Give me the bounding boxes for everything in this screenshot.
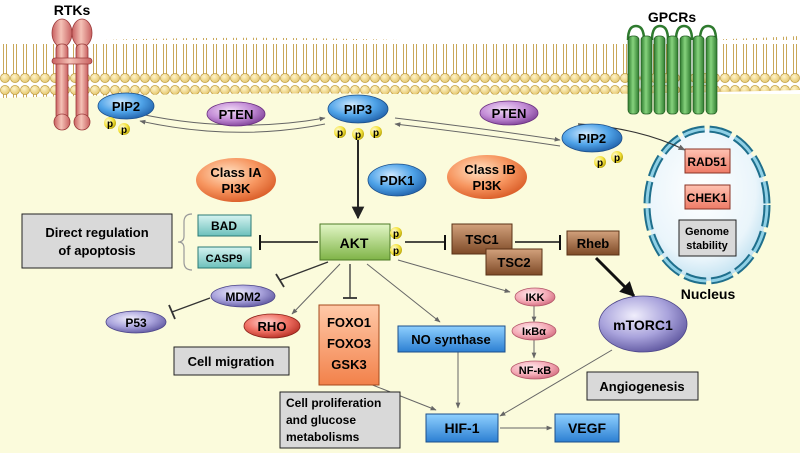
- ikba: IκBα: [511, 321, 557, 341]
- akt-label: AKT: [340, 235, 369, 251]
- gpcrs-label: GPCRs: [648, 9, 696, 25]
- rheb-box: Rheb: [566, 230, 620, 256]
- rho: RHO: [243, 313, 301, 339]
- proliferation-line3: metabolisms: [286, 430, 360, 444]
- tsc2-label: TSC2: [497, 255, 530, 270]
- class-ib-line2: PI3K: [473, 178, 503, 193]
- apoptosis-label-line1: Direct regulation: [45, 225, 148, 240]
- mtorc1: mTORC1: [598, 295, 688, 353]
- pip3-label: PIP3: [344, 102, 372, 117]
- pten-left-label: PTEN: [219, 107, 254, 122]
- casp9-label: CASP9: [206, 253, 243, 265]
- casp9-box: CASP9: [197, 246, 252, 269]
- angiogenesis-box: Angiogenesis: [586, 371, 699, 401]
- ikba-label: IκBα: [522, 326, 546, 338]
- pathway-connectors: [139, 113, 686, 431]
- foxo3-label: FOXO3: [327, 336, 371, 351]
- rtk-receptor: [51, 18, 93, 131]
- phosphate-label: p: [107, 119, 113, 130]
- nucleus-label: Nucleus: [681, 286, 736, 302]
- pip3: PIP3 p p p: [327, 94, 389, 141]
- pip2-right: PIP2 p p: [561, 123, 623, 169]
- chek1-label: CHEK1: [687, 191, 728, 205]
- pip2-left: PIP2 p p: [97, 92, 155, 136]
- tsc2-box: TSC2: [485, 248, 543, 276]
- pip2-right-label: PIP2: [578, 131, 606, 146]
- bad-label: BAD: [211, 219, 237, 233]
- no-synthase-box: NO synthase: [397, 325, 506, 353]
- mtorc1-label: mTORC1: [613, 317, 673, 333]
- class-ia-line2: PI3K: [222, 181, 252, 196]
- class-ib-pi3k: Class IB PI3K: [447, 155, 527, 199]
- tsc1-label: TSC1: [465, 232, 498, 247]
- phosphate-label: p: [393, 229, 399, 240]
- cell-membrane: [0, 36, 800, 98]
- pdk1: PDK1: [367, 163, 427, 197]
- nucleus: RAD51 CHEK1 Genome stability: [643, 125, 771, 285]
- pten-right: PTEN: [479, 100, 539, 126]
- proliferation-box: Cell proliferation and glucose metabolis…: [279, 391, 401, 449]
- apoptosis-brace: [177, 213, 193, 271]
- rho-label: RHO: [258, 319, 287, 334]
- apoptosis-label-line2: of apoptosis: [58, 243, 135, 258]
- pdk1-label: PDK1: [380, 173, 415, 188]
- no-synthase-label: NO synthase: [411, 332, 490, 347]
- rad51-label: RAD51: [687, 155, 727, 169]
- proliferation-line1: Cell proliferation: [286, 396, 381, 410]
- apoptosis-label-box: Direct regulation of apoptosis: [21, 213, 173, 269]
- ikk-label: IKK: [526, 292, 545, 304]
- class-ib-line1: Class IB: [464, 162, 515, 177]
- rheb-label: Rheb: [577, 236, 610, 251]
- foxo-gsk3-box: FOXO1 FOXO3 GSK3: [318, 304, 380, 386]
- p53: P53: [105, 310, 167, 334]
- phosphate-label: p: [614, 153, 620, 164]
- rtks-label: RTKs: [54, 2, 91, 18]
- class-ia-line1: Class IA: [210, 165, 262, 180]
- gpcr-receptor: [626, 24, 718, 115]
- p53-label: P53: [125, 316, 147, 330]
- hif1-label: HIF-1: [445, 420, 480, 436]
- cell-migration-label: Cell migration: [188, 354, 275, 369]
- phosphate-label: p: [121, 125, 127, 136]
- proliferation-line2: and glucose: [286, 413, 356, 427]
- genome-stability-line1: Genome: [685, 226, 729, 238]
- cell-migration-box: Cell migration: [173, 346, 290, 376]
- phosphate-label: p: [373, 128, 379, 139]
- angiogenesis-label: Angiogenesis: [599, 379, 684, 394]
- genome-stability-line2: stability: [686, 240, 728, 252]
- vegf-box: VEGF: [554, 413, 620, 443]
- foxo1-label: FOXO1: [327, 315, 371, 330]
- phosphate-label: p: [393, 246, 399, 257]
- nfkb-label: NF-κB: [519, 365, 551, 377]
- nfkb: NF-κB: [510, 360, 560, 380]
- pten-left: PTEN: [206, 101, 266, 127]
- pten-right-label: PTEN: [492, 106, 527, 121]
- phosphate-label: p: [337, 128, 343, 139]
- mdm2: MDM2: [210, 284, 276, 308]
- gsk3-label: GSK3: [331, 357, 366, 372]
- phosphate-label: p: [355, 130, 361, 141]
- class-ia-pi3k: Class IA PI3K: [196, 158, 276, 202]
- akt-box: AKT p p: [319, 223, 402, 261]
- bad-box: BAD: [197, 214, 252, 237]
- vegf-label: VEGF: [568, 420, 607, 436]
- phosphate-label: p: [597, 158, 603, 169]
- pip2-left-label: PIP2: [112, 99, 140, 114]
- ikk: IKK: [514, 287, 556, 307]
- mdm2-label: MDM2: [225, 290, 261, 304]
- hif1-box: HIF-1: [425, 413, 499, 443]
